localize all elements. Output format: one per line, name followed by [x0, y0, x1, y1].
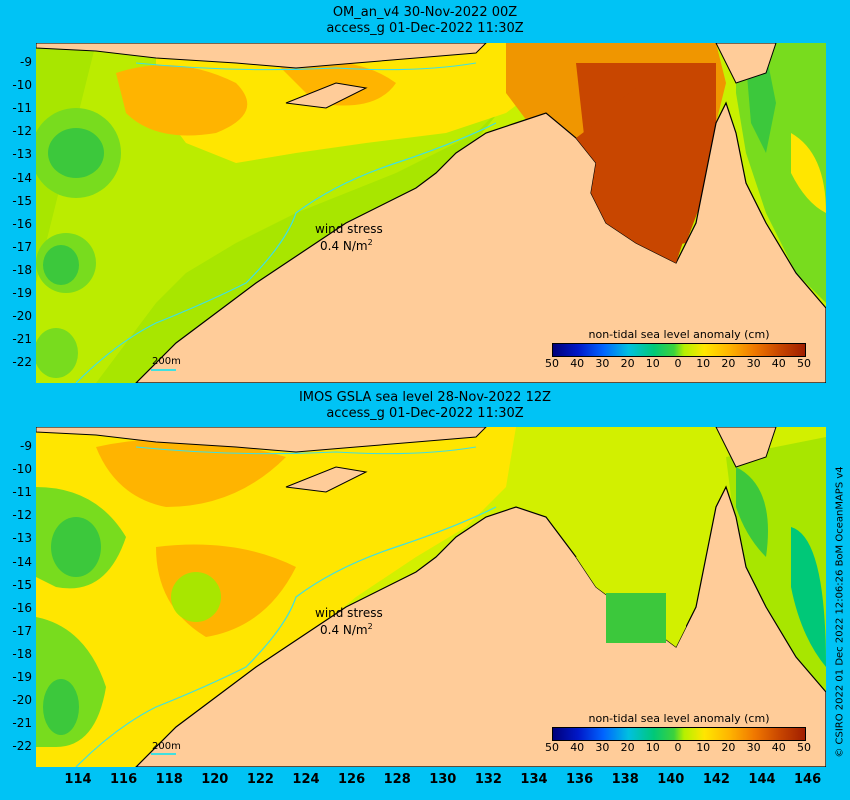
y-axis-label: -14 — [12, 170, 32, 185]
panel2-title-line2: access_g 01-Dec-2022 11:30Z — [326, 406, 524, 421]
colorbar — [552, 343, 806, 357]
y-axis-label: -16 — [12, 600, 32, 615]
y-axis-label: -9 — [20, 439, 32, 453]
y-axis-label: -12 — [12, 124, 32, 139]
colorbar-tick-label: 0 — [674, 357, 682, 370]
y-axis-label: -19 — [12, 286, 32, 300]
y-axis-label: -12 — [12, 508, 32, 523]
wind-stress-text: wind stress — [315, 606, 383, 620]
colorbar-tick-label: 30 — [595, 741, 610, 754]
y-axis-label: -13 — [12, 147, 32, 162]
colorbar-tick-label: 0 — [674, 741, 682, 754]
x-axis-label: 136 — [566, 772, 594, 787]
y-axis-label: -13 — [12, 531, 32, 546]
colorbar-tick-label: 40 — [771, 741, 786, 754]
y-axis-label: -18 — [12, 646, 32, 661]
colorbar-tick-label: 10 — [696, 741, 711, 754]
x-axis-label: 118 — [155, 772, 183, 787]
colorbar-tick-label: 50 — [797, 741, 811, 754]
y-axis-label: -16 — [12, 216, 32, 231]
panel2-title-line1: IMOS GSLA sea level 28-Nov-2022 12Z — [298, 390, 552, 405]
x-axis-label: 130 — [429, 772, 457, 787]
colorbar-tick-label: 50 — [797, 357, 811, 370]
y-axis-label: -17 — [12, 239, 32, 254]
x-axis-label: 116 — [110, 772, 138, 787]
colorbar — [552, 727, 806, 741]
panel1-title: OM_an_v4 30-Nov-2022 00Z access_g 01-Dec… — [0, 5, 850, 37]
y-axis-label: -9 — [20, 55, 32, 69]
y-axis-label: -17 — [12, 623, 32, 638]
x-axis-label: 114 — [64, 772, 92, 787]
x-axis-label: 126 — [338, 772, 366, 787]
colorbar-tick-label: 40 — [570, 357, 585, 370]
y-axis-label: -22 — [12, 739, 32, 754]
y-axis-label: -10 — [12, 78, 32, 93]
x-axis-label: 144 — [748, 772, 776, 787]
x-axis-label: 134 — [520, 772, 548, 787]
wind-stress-text: wind stress — [315, 222, 383, 236]
y-axis-label: -21 — [12, 716, 32, 731]
y-axis-label: -19 — [12, 670, 32, 684]
x-axis-label: 140 — [657, 772, 685, 787]
y-axis-label: -20 — [12, 309, 32, 324]
y-axis-label: -21 — [12, 332, 32, 347]
colorbar-tick-label: 20 — [721, 741, 736, 754]
colorbar-tick-label: 20 — [620, 741, 635, 754]
depth-contour-scale-label-top: 200m — [152, 356, 181, 367]
colorbar-tick-label: 10 — [645, 741, 660, 754]
colorbar-tick-label: 30 — [746, 357, 761, 370]
legend-title: non-tidal sea level anomaly (cm) — [588, 328, 770, 341]
x-axis-label: 146 — [794, 772, 822, 787]
colorbar-legend-top: non-tidal sea level anomaly (cm) 50 40 30 2… — [545, 328, 811, 370]
colorbar-tick-label: 50 — [545, 741, 559, 754]
colorbar-tick-label: 10 — [696, 357, 711, 370]
wind-stress-value: 0.4 N/m — [320, 239, 368, 253]
colorbar-tick-label: 30 — [595, 357, 610, 370]
colorbar-tick-label: 50 — [545, 357, 559, 370]
x-axis-label: 138 — [611, 772, 639, 787]
y-axis-label: -18 — [12, 262, 32, 277]
y-axis-label: -20 — [12, 693, 32, 708]
x-axis-label: 142 — [702, 772, 730, 787]
sea-level-map-bottom — [36, 427, 826, 767]
y-axis-label: -22 — [12, 355, 32, 370]
x-axis-label: 122 — [246, 772, 274, 787]
wind-stress-label-bottom: wind stress 0.4 N/m2 — [315, 606, 383, 637]
y-axis-label: -11 — [12, 485, 32, 500]
colorbar-tick-label: 40 — [570, 741, 585, 754]
x-axis-label: 120 — [201, 772, 229, 787]
credit-text: © CSIRO 2022 01 Dec 2022 12:06:26 BoM Oc… — [834, 466, 846, 758]
wind-stress-label-top: wind stress 0.4 N/m2 — [315, 222, 383, 253]
colorbar-tick-label: 20 — [620, 357, 635, 370]
panel2-title: IMOS GSLA sea level 28-Nov-2022 12Z acce… — [0, 390, 850, 422]
colorbar-tick-label: 10 — [645, 357, 660, 370]
y-axis-label: -15 — [12, 577, 32, 592]
panel1-title-line2: access_g 01-Dec-2022 11:30Z — [326, 21, 524, 36]
wind-stress-value: 0.4 N/m — [320, 623, 368, 637]
depth-contour-scale-label-bottom: 200m — [152, 741, 181, 752]
colorbar-legend-bottom: non-tidal sea level anomaly (cm) 50 40 30 2… — [545, 712, 811, 754]
y-axis-label: -15 — [12, 193, 32, 208]
panel1-title-line1: OM_an_v4 30-Nov-2022 00Z — [332, 5, 518, 20]
colorbar-tick-label: 20 — [721, 357, 736, 370]
x-axis-label: 124 — [292, 772, 320, 787]
wind-stress-unit-exponent: 2 — [367, 238, 373, 247]
x-axis-label: 128 — [383, 772, 411, 787]
x-axis-label: 132 — [474, 772, 502, 787]
y-axis-label: -14 — [12, 554, 32, 569]
y-axis-label: -10 — [12, 462, 32, 477]
sea-level-map-top — [36, 43, 826, 383]
y-axis-label: -11 — [12, 101, 32, 116]
wind-stress-unit-exponent: 2 — [367, 622, 373, 631]
legend-title: non-tidal sea level anomaly (cm) — [588, 712, 770, 725]
colorbar-tick-label: 30 — [746, 741, 761, 754]
colorbar-tick-label: 40 — [771, 357, 786, 370]
